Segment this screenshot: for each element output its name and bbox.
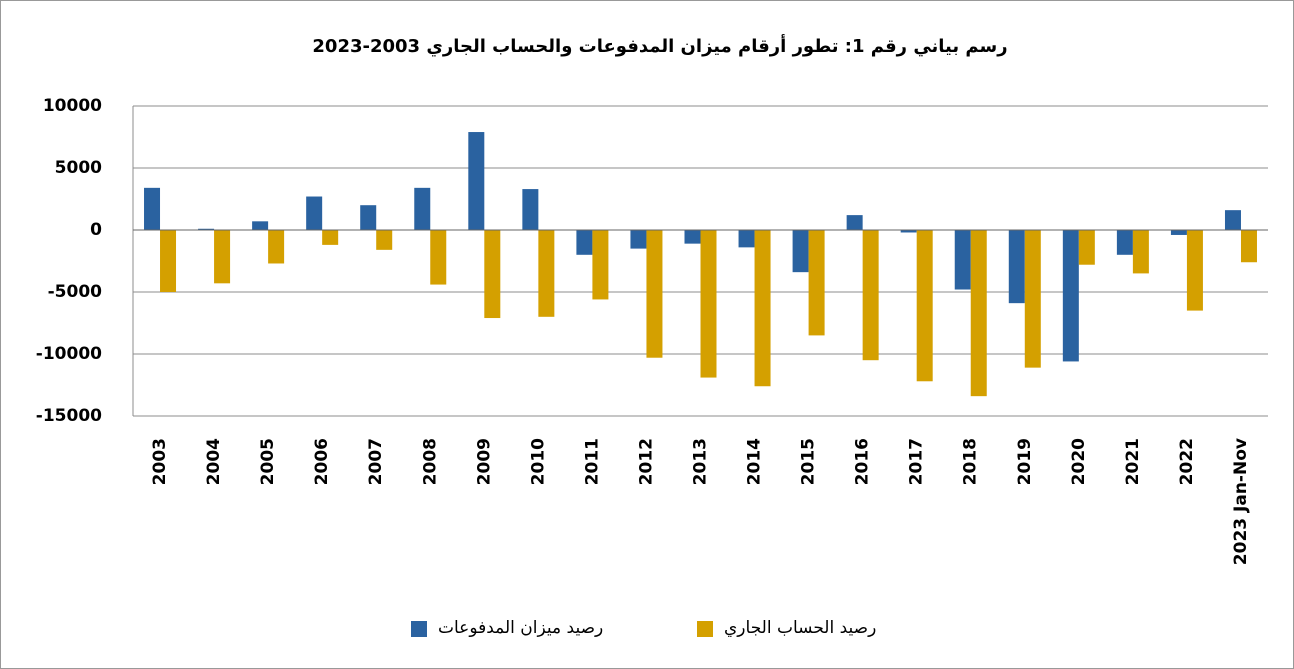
bar xyxy=(468,132,485,230)
bar xyxy=(808,230,825,336)
bar xyxy=(1116,230,1133,255)
bar xyxy=(1170,230,1187,235)
bar xyxy=(252,221,269,230)
x-tick-label: 2017 xyxy=(907,438,927,485)
bar xyxy=(322,230,339,245)
x-tick-label: 2021 xyxy=(1123,438,1143,485)
bar xyxy=(1224,210,1241,230)
x-tick-label: 2020 xyxy=(1069,438,1089,485)
x-tick-label: 2009 xyxy=(474,438,494,485)
y-tick-label: -10000 xyxy=(36,344,102,364)
bar xyxy=(862,230,879,361)
y-tick-label: 10000 xyxy=(43,96,102,116)
bar xyxy=(1024,230,1041,368)
bar xyxy=(970,230,987,397)
legend-label: رصيد الحساب الجاري xyxy=(724,618,876,638)
bar xyxy=(900,230,917,233)
bar xyxy=(306,196,323,230)
bar xyxy=(916,230,933,382)
y-tick-label: 0 xyxy=(90,220,102,240)
y-tick-label: 5000 xyxy=(55,158,102,178)
x-tick-label: 2018 xyxy=(961,438,981,485)
bar xyxy=(1008,230,1025,304)
x-tick-label: 2006 xyxy=(312,438,332,485)
x-tick-label: 2011 xyxy=(582,438,602,485)
bar xyxy=(522,189,539,230)
x-tick-label: 2019 xyxy=(1015,438,1035,485)
bar xyxy=(1186,230,1203,311)
bar xyxy=(1078,230,1095,265)
y-tick-label: -15000 xyxy=(36,406,102,426)
bar xyxy=(592,230,609,300)
bar xyxy=(160,230,177,292)
x-tick-label: 2003 xyxy=(150,438,170,485)
x-tick-label: 2023 Jan-Nov xyxy=(1231,438,1251,565)
bar xyxy=(198,228,215,230)
bar xyxy=(792,230,809,273)
bar xyxy=(646,230,663,358)
x-tick-label: 2012 xyxy=(636,438,656,485)
bar xyxy=(214,230,231,284)
x-tick-label: 2004 xyxy=(204,438,224,485)
bar xyxy=(684,230,701,244)
bar xyxy=(538,230,555,317)
x-tick-label: 2015 xyxy=(799,438,819,485)
x-tick-label: 2005 xyxy=(258,438,278,485)
bar xyxy=(576,230,593,255)
bar xyxy=(268,230,285,264)
bar xyxy=(430,230,447,285)
x-tick-label: 2016 xyxy=(853,438,873,485)
bar xyxy=(360,205,377,230)
bar xyxy=(144,187,161,230)
legend-swatch xyxy=(697,621,713,637)
bar xyxy=(846,215,863,230)
bar xyxy=(754,230,771,387)
bar xyxy=(484,230,501,319)
bar xyxy=(954,230,971,290)
bar xyxy=(1062,230,1079,362)
legend-swatch xyxy=(411,621,427,637)
bar xyxy=(414,187,431,230)
bar xyxy=(700,230,717,378)
chart-title: رسم بياني رقم 1: تطور أرقام ميزان المدفو… xyxy=(312,34,1007,57)
bar xyxy=(1240,230,1257,263)
x-tick-label: 2013 xyxy=(691,438,711,485)
x-tick-label: 2022 xyxy=(1177,438,1197,485)
bar xyxy=(1132,230,1149,274)
x-tick-label: 2010 xyxy=(528,438,548,485)
bar xyxy=(738,230,755,248)
x-tick-label: 2007 xyxy=(366,438,386,485)
y-tick-label: -5000 xyxy=(48,282,103,302)
legend-label: رصيد ميزان المدفوعات xyxy=(438,618,603,638)
bar xyxy=(376,230,393,250)
x-tick-label: 2008 xyxy=(420,438,440,485)
bar xyxy=(630,230,647,249)
x-tick-label: 2014 xyxy=(745,438,765,485)
